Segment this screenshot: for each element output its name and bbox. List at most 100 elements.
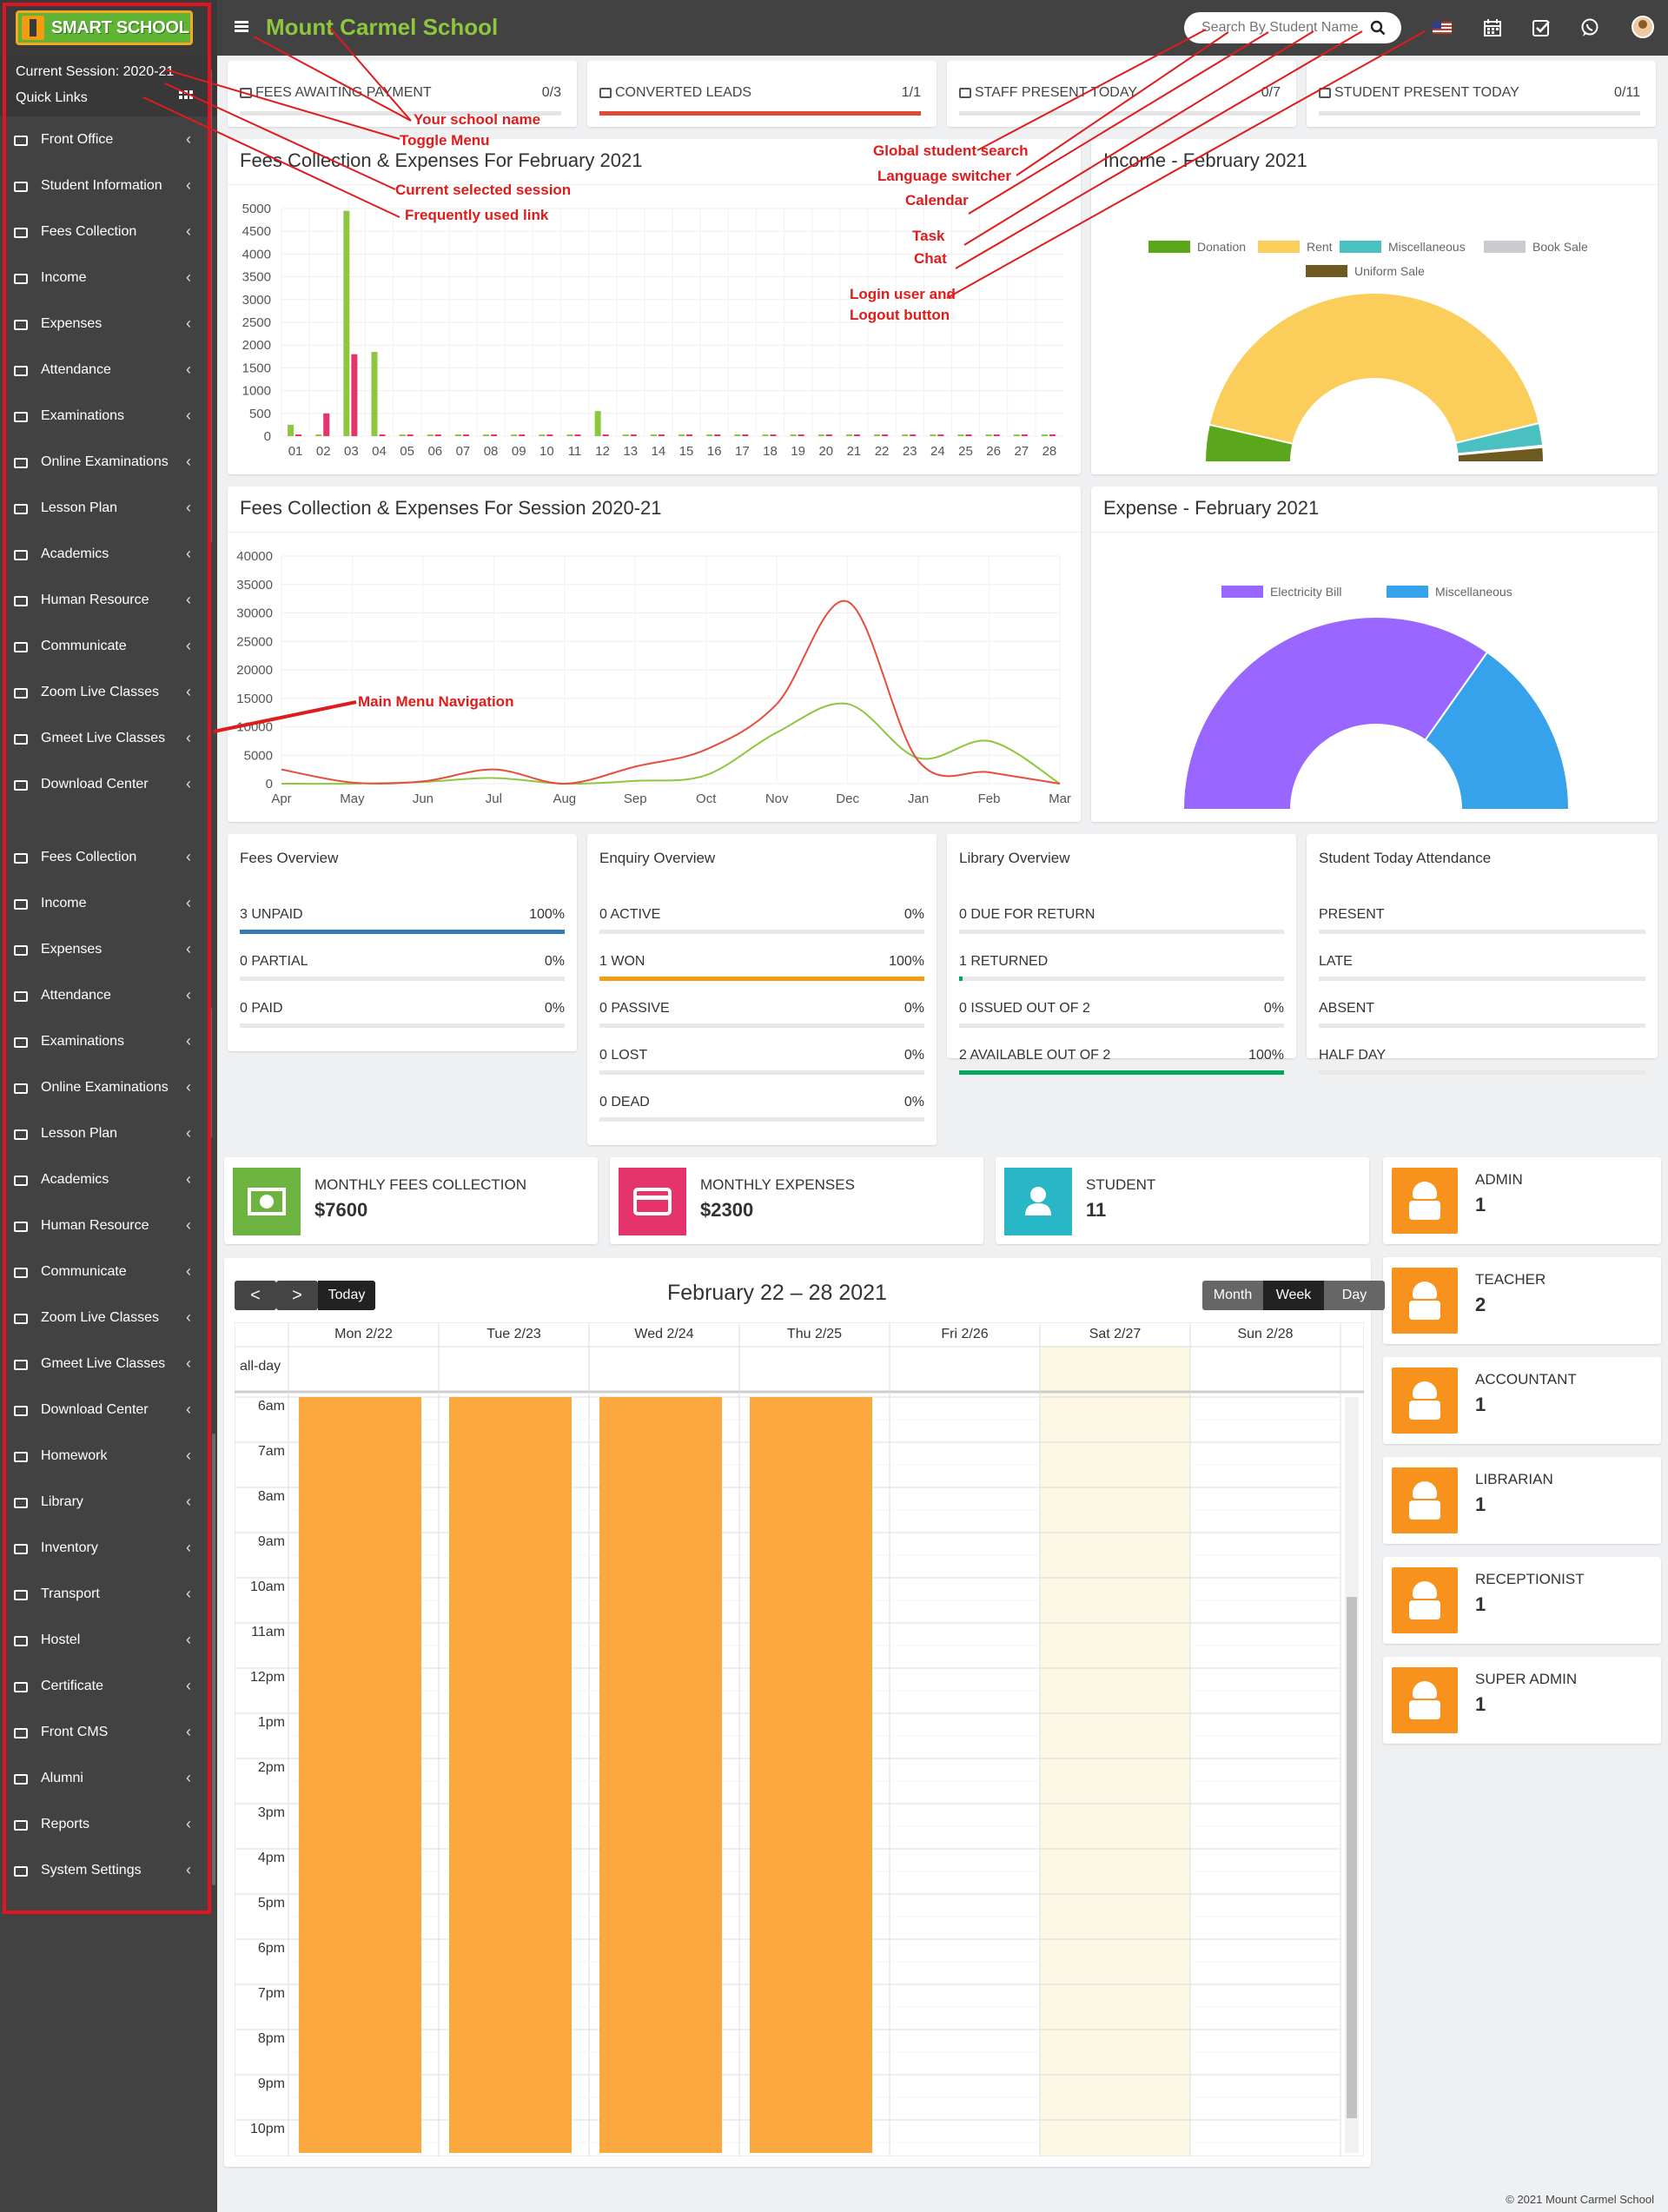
legend-label[interactable]: Electricity Bill [1270, 585, 1341, 599]
bar[interactable] [1013, 434, 1020, 436]
sidebar-item[interactable]: Download Center ‹ [0, 763, 208, 808]
school-name[interactable]: Mount Carmel School [266, 14, 499, 40]
sidebar-item[interactable]: Zoom Live Classes ‹ [0, 671, 208, 716]
bar[interactable] [650, 434, 657, 436]
bar[interactable] [491, 434, 498, 436]
bar[interactable] [1041, 434, 1048, 436]
doughnut-slice[interactable] [1208, 292, 1540, 445]
legend-label[interactable]: Book Sale [1532, 240, 1588, 254]
overview-row[interactable]: 0 DUE FOR RETURN [959, 907, 1284, 954]
bar[interactable] [399, 434, 406, 436]
overview-row[interactable]: PRESENT [1319, 907, 1645, 954]
bar[interactable] [462, 434, 469, 436]
overview-row[interactable]: 2 AVAILABLE OUT OF 2 100% [959, 1048, 1284, 1095]
sidebar-item[interactable]: Homework ‹ [0, 1434, 208, 1480]
overview-row[interactable]: 0 PAID 0% [240, 1001, 565, 1048]
sidebar-item[interactable]: Human Resource ‹ [0, 579, 208, 624]
bar[interactable] [343, 210, 350, 436]
quick-links-label[interactable]: Quick Links [16, 90, 88, 105]
bar[interactable] [295, 434, 302, 436]
bar[interactable] [742, 434, 749, 436]
role-card[interactable]: TEACHER 2 [1383, 1257, 1661, 1344]
day-header[interactable]: Sat 2/27 [1089, 1327, 1142, 1341]
bar[interactable] [630, 434, 637, 436]
sidebar-item[interactable]: Reports ‹ [0, 1803, 208, 1848]
bar[interactable] [519, 434, 526, 436]
bar[interactable] [853, 434, 860, 436]
school-logo[interactable]: SMART SCHOOL [16, 10, 193, 45]
bar[interactable] [622, 434, 629, 436]
bar[interactable] [323, 413, 330, 436]
current-session[interactable]: Current Session: 2020-21 [16, 64, 175, 79]
sidebar-item[interactable]: Income ‹ [0, 256, 208, 301]
calendar-event[interactable] [299, 1397, 421, 2153]
whatsapp-chat-icon[interactable] [1579, 17, 1600, 38]
search-icon[interactable] [1370, 20, 1386, 36]
bar[interactable] [483, 434, 490, 436]
calendar-view-day-button[interactable]: Day [1324, 1281, 1385, 1310]
role-card[interactable]: RECEPTIONIST 1 [1383, 1557, 1661, 1644]
bar[interactable] [874, 434, 881, 436]
bar[interactable] [1049, 434, 1056, 436]
sidebar-item[interactable]: Online Examinations ‹ [0, 440, 208, 486]
bar[interactable] [706, 434, 713, 436]
bar[interactable] [902, 434, 909, 436]
overview-row[interactable]: LATE [1319, 954, 1645, 1001]
calendar-prev-button[interactable]: < [235, 1281, 276, 1310]
sidebar-item[interactable]: Human Resource ‹ [0, 1204, 208, 1249]
sidebar-item[interactable]: System Settings ‹ [0, 1849, 208, 1894]
bar[interactable] [825, 434, 832, 436]
sidebar-item[interactable]: Download Center ‹ [0, 1388, 208, 1434]
sidebar-item[interactable]: Academics ‹ [0, 1158, 208, 1203]
bar[interactable] [379, 434, 386, 436]
bar[interactable] [790, 434, 797, 436]
sidebar-item[interactable]: Academics ‹ [0, 533, 208, 578]
sidebar-item[interactable]: Online Examinations ‹ [0, 1066, 208, 1111]
flag-us-icon[interactable] [1432, 17, 1453, 38]
sidebar-item[interactable]: Certificate ‹ [0, 1665, 208, 1710]
bar[interactable] [678, 434, 685, 436]
calendar-scrollbar[interactable] [1345, 1397, 1359, 2153]
bar[interactable] [288, 424, 295, 436]
role-card[interactable]: SUPER ADMIN 1 [1383, 1657, 1661, 1744]
role-card[interactable]: ACCOUNTANT 1 [1383, 1357, 1661, 1444]
overview-row[interactable]: 1 RETURNED [959, 954, 1284, 1001]
sidebar-item[interactable]: Examinations ‹ [0, 1020, 208, 1065]
bar[interactable] [539, 434, 546, 436]
sidebar-item[interactable]: Transport ‹ [0, 1573, 208, 1618]
calendar-event[interactable] [599, 1397, 722, 2153]
bar[interactable] [770, 434, 777, 436]
info-box[interactable]: STAFF PRESENT TODAY 0/7 [947, 61, 1296, 127]
overview-row[interactable]: 0 DEAD 0% [599, 1095, 924, 1142]
line-series[interactable] [281, 599, 1061, 785]
overview-row[interactable]: 1 WON 100% [599, 954, 924, 1001]
sidebar-item[interactable]: Zoom Live Classes ‹ [0, 1296, 208, 1341]
day-header[interactable]: Sun 2/28 [1237, 1327, 1294, 1341]
menu-toggle-icon[interactable] [233, 17, 252, 36]
legend-label[interactable]: Miscellaneous [1435, 585, 1512, 599]
day-header[interactable]: Tue 2/23 [486, 1327, 541, 1341]
calendar-view-week-button[interactable]: Week [1263, 1281, 1324, 1310]
info-box[interactable]: CONVERTED LEADS 1/1 [587, 61, 937, 127]
bar[interactable] [427, 434, 434, 436]
calendar-view-month-button[interactable]: Month [1202, 1281, 1263, 1310]
bar[interactable] [602, 434, 609, 436]
calendar-event[interactable] [750, 1397, 872, 2153]
day-header[interactable]: Wed 2/24 [634, 1327, 694, 1341]
overview-row[interactable]: HALF DAY [1319, 1048, 1645, 1095]
bar[interactable] [574, 434, 581, 436]
legend-label[interactable]: Miscellaneous [1388, 240, 1466, 254]
legend-label[interactable]: Rent [1307, 240, 1333, 254]
sidebar-item[interactable]: Library ‹ [0, 1480, 208, 1526]
sidebar-item[interactable]: Attendance ‹ [0, 974, 208, 1019]
bar[interactable] [910, 434, 917, 436]
bar[interactable] [566, 434, 573, 436]
bar[interactable] [817, 434, 824, 436]
overview-row[interactable]: 0 ISSUED OUT OF 2 0% [959, 1001, 1284, 1048]
sidebar-item[interactable]: Income ‹ [0, 882, 208, 927]
bar[interactable] [658, 434, 665, 436]
sidebar-item[interactable]: Gmeet Live Classes ‹ [0, 717, 208, 762]
sidebar-item[interactable]: Examinations ‹ [0, 394, 208, 440]
bar[interactable] [511, 434, 518, 436]
calendar-next-button[interactable]: > [276, 1281, 318, 1310]
